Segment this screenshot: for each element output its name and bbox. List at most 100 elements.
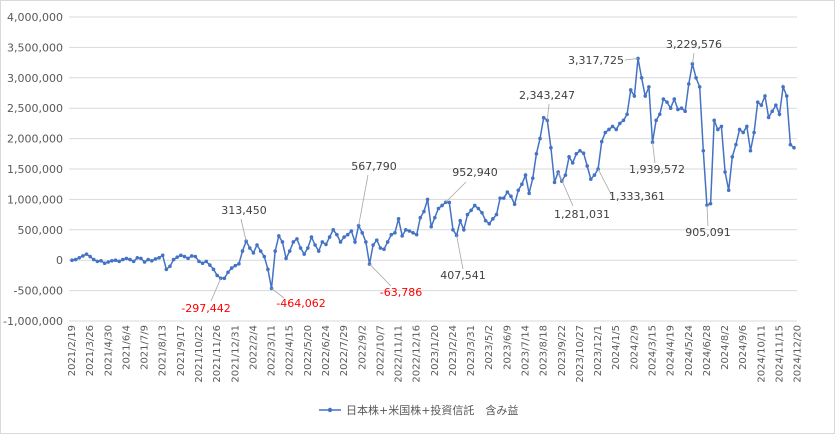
- data-point: [440, 203, 444, 208]
- data-point: [345, 232, 350, 237]
- x-tick-label: 2021/8/13: [158, 325, 169, 376]
- data-point: [505, 190, 510, 194]
- y-tick-label: 1,500,000: [7, 163, 63, 176]
- x-tick-label: 2024/11/15: [774, 325, 785, 383]
- data-point: [741, 130, 746, 135]
- y-tick-label: 2,500,000: [7, 102, 63, 115]
- data-point: [349, 229, 354, 233]
- data-point: [447, 200, 452, 205]
- x-tick-label: 2021/3/26: [85, 325, 96, 376]
- data-point: [306, 246, 310, 250]
- data-point: [701, 148, 706, 153]
- data-point: [287, 249, 292, 253]
- data-point: [73, 257, 78, 262]
- data-point: [77, 255, 82, 260]
- data-point: [748, 148, 753, 153]
- data-label: -464,062: [276, 297, 325, 310]
- x-tick-label: 2024/1/5: [611, 325, 622, 370]
- data-point: [179, 253, 183, 258]
- data-point: [661, 97, 666, 101]
- annotation-leader: [210, 278, 222, 302]
- data-point: [451, 228, 455, 232]
- data-point: [628, 88, 633, 92]
- x-tick-label: 2021/9/17: [176, 325, 187, 376]
- x-tick-label: 2023/7/14: [521, 325, 532, 376]
- annotation-leader: [358, 174, 369, 226]
- annotation-leader: [597, 168, 614, 199]
- data-point: [240, 249, 245, 253]
- data-point: [131, 259, 136, 264]
- data-point: [171, 257, 176, 262]
- x-tick-label: 2023/1/20: [430, 325, 441, 376]
- annotation-leader: [240, 218, 247, 242]
- data-point: [211, 267, 216, 272]
- data-point: [592, 173, 597, 177]
- data-point: [150, 259, 154, 263]
- y-tick-label: -1,000,000: [3, 315, 63, 328]
- data-point: [102, 261, 107, 266]
- data-point: [665, 100, 669, 104]
- data-point: [403, 228, 408, 232]
- x-tick-label: 2024/12/20: [793, 325, 804, 383]
- data-point: [189, 254, 194, 258]
- data-label: 2,343,247: [519, 89, 575, 102]
- data-point: [338, 240, 343, 244]
- data-point: [382, 247, 386, 252]
- data-label: -63,786: [380, 286, 422, 299]
- x-tick-label: 2023/9/22: [557, 325, 568, 376]
- data-point: [313, 243, 317, 247]
- x-tick-label: 2022/12/16: [412, 325, 423, 383]
- y-tick-label: 0: [56, 254, 63, 267]
- data-point: [679, 106, 684, 110]
- data-point: [672, 97, 677, 101]
- data-point: [657, 112, 662, 117]
- annotation-leader: [456, 235, 464, 270]
- data-point: [291, 240, 296, 244]
- data-point: [255, 243, 259, 247]
- annotation-leader: [557, 171, 574, 207]
- data-point: [411, 231, 415, 235]
- data-point: [273, 249, 277, 253]
- data-point: [113, 258, 118, 263]
- data-point: [237, 262, 241, 266]
- y-tick-label: 500,000: [18, 224, 64, 237]
- data-point: [745, 124, 749, 129]
- data-point: [574, 152, 579, 156]
- data-point: [585, 164, 589, 168]
- data-point: [335, 232, 339, 237]
- data-point: [766, 115, 771, 120]
- x-tick-label: 2022/4/15: [285, 325, 296, 376]
- data-point: [110, 259, 114, 263]
- data-point: [200, 261, 205, 266]
- y-tick-label: -500,000: [14, 285, 63, 298]
- x-tick-label: 2024/3/15: [648, 325, 659, 376]
- data-point: [284, 256, 288, 261]
- data-point: [197, 259, 201, 264]
- data-point: [581, 151, 586, 155]
- data-point: [541, 115, 546, 120]
- data-point: [215, 273, 219, 278]
- data-point: [654, 118, 658, 123]
- x-tick-label: 2024/8/2: [720, 325, 731, 370]
- data-point: [697, 85, 702, 89]
- data-point: [476, 206, 481, 211]
- data-point: [465, 212, 470, 217]
- data-point: [247, 246, 252, 250]
- data-point: [712, 118, 716, 123]
- data-point: [534, 152, 539, 156]
- y-tick-label: 3,000,000: [7, 72, 63, 85]
- data-point: [193, 254, 198, 259]
- data-point: [723, 170, 727, 174]
- data-point: [81, 254, 85, 258]
- data-point: [360, 231, 365, 235]
- data-point: [266, 267, 270, 272]
- data-point: [88, 254, 92, 259]
- x-tick-label: 2024/10/11: [756, 325, 767, 383]
- data-point: [157, 255, 161, 260]
- data-point: [781, 85, 785, 89]
- data-point: [491, 217, 495, 221]
- data-point: [418, 215, 423, 220]
- y-tick-label: 1,000,000: [7, 193, 63, 206]
- data-point: [523, 173, 528, 177]
